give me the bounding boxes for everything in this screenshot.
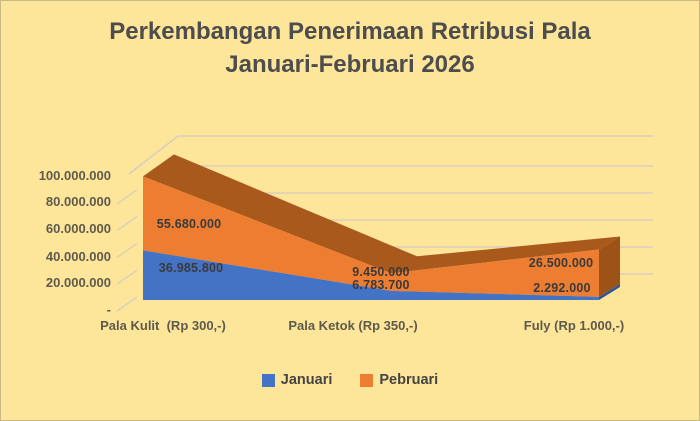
legend-item-pebruari: Pebruari	[360, 372, 438, 388]
axis-tick	[116, 216, 138, 232]
pebruari-area-front-face	[143, 176, 599, 297]
x-category-label: Pala Kulit (Rp 300,-)	[100, 318, 226, 333]
axis-tick	[116, 242, 138, 258]
y-tick-label: 100.000.000	[38, 168, 111, 183]
x-category-label: Fuly (Rp 1.000,-)	[523, 318, 625, 333]
y-tick-label: 60.000.000	[45, 221, 111, 236]
y-tick-label: 20.000.000	[45, 275, 111, 290]
januari-area-side-face	[599, 283, 620, 300]
pebruari-area-side-face	[599, 236, 620, 297]
side-wall-edge	[128, 135, 179, 175]
januari-area-front-face	[143, 250, 599, 300]
data-label-januari-fuly: 2.292.000	[533, 281, 591, 295]
chart-title: Perkembangan Penerimaan Retribusi Pala J…	[1, 15, 699, 81]
data-label-januari-pala-kulit: 36.985.800	[158, 261, 224, 275]
data-label-pebruari-pala-kulit: 55.680.000	[156, 217, 222, 231]
y-tick-label: 80.000.000	[45, 194, 111, 209]
legend-swatch-januari-icon	[261, 373, 275, 387]
y-tick-label: 40.000.000	[45, 249, 111, 264]
legend-label-pebruari: Pebruari	[379, 372, 439, 388]
pebruari-area-top-face	[143, 154, 620, 274]
legend-swatch-pebruari-icon	[360, 373, 374, 387]
legend-item-januari: Januari	[261, 372, 333, 388]
chart-title-line2: Januari-Februari 2026	[225, 51, 475, 78]
data-label-januari-pala-ketok: 6.783.700	[352, 278, 410, 292]
legend-label-januari: Januari	[280, 372, 333, 388]
data-label-pebruari-fuly: 26.500.000	[528, 256, 594, 270]
chart-title-line1: Perkembangan Penerimaan Retribusi Pala	[109, 18, 591, 45]
axis-tick	[116, 189, 138, 205]
data-label-pebruari-pala-ketok: 9.450.000	[352, 265, 410, 279]
axis-tick	[116, 296, 138, 312]
axis-tick	[116, 269, 138, 285]
legend: Januari Pebruari	[1, 372, 699, 388]
y-tick-label: -	[106, 302, 111, 317]
x-category-label: Pala Ketok (Rp 350,-)	[288, 318, 418, 333]
